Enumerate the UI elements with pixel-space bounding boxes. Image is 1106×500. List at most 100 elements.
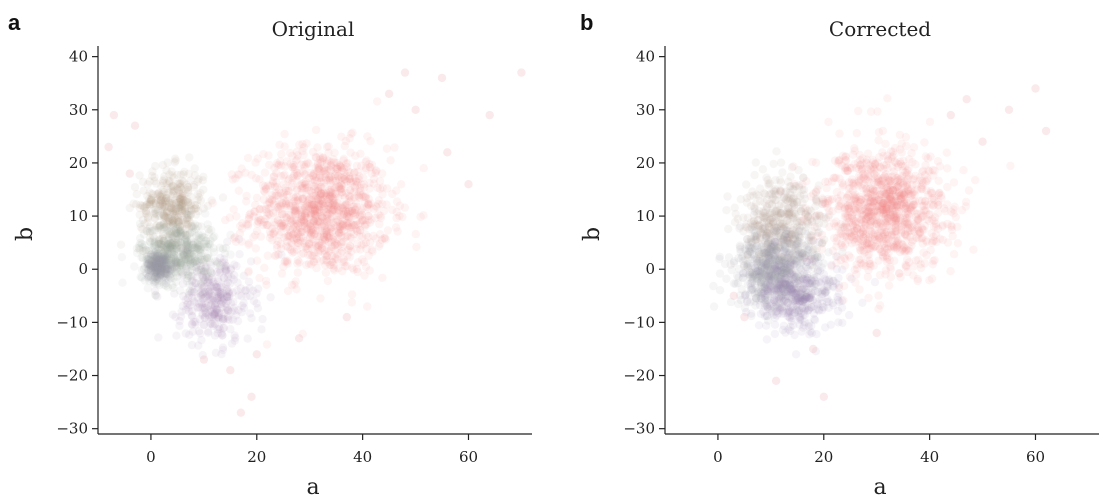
data-point	[381, 235, 390, 244]
data-point	[188, 276, 197, 285]
data-point	[328, 218, 338, 227]
data-point	[416, 212, 425, 221]
data-point	[330, 246, 340, 255]
data-point	[153, 195, 162, 204]
data-point	[180, 238, 190, 247]
data-point	[258, 205, 267, 214]
data-point	[172, 232, 182, 241]
data-point	[158, 210, 167, 219]
data-point	[297, 210, 306, 219]
data-point	[321, 261, 330, 270]
data-point	[168, 244, 178, 254]
data-point	[153, 292, 162, 301]
data-point	[336, 162, 345, 171]
data-point	[261, 205, 271, 214]
data-point	[226, 265, 235, 274]
data-point	[150, 238, 159, 247]
data-point	[190, 254, 199, 263]
data-point	[136, 200, 145, 210]
data-point	[201, 237, 210, 246]
data-point	[284, 231, 293, 241]
data-point	[150, 251, 160, 261]
data-point	[341, 188, 351, 198]
data-point	[337, 176, 347, 185]
data-point	[293, 155, 302, 164]
data-point	[307, 260, 316, 269]
data-point	[200, 243, 209, 252]
data-point	[268, 235, 277, 245]
data-point	[276, 189, 285, 198]
data-point	[334, 264, 343, 273]
data-point	[928, 215, 937, 224]
data-point	[282, 237, 292, 246]
data-point	[223, 237, 232, 246]
data-point	[183, 221, 192, 230]
data-point	[324, 142, 333, 151]
data-point	[302, 184, 312, 193]
data-point	[310, 205, 319, 215]
data-point	[349, 229, 359, 239]
data-point	[328, 205, 338, 214]
data-point	[272, 240, 282, 250]
data-point	[345, 172, 354, 181]
data-point	[392, 207, 401, 217]
data-point	[291, 208, 300, 217]
data-point	[338, 204, 347, 213]
data-point	[357, 210, 367, 220]
data-point	[167, 183, 176, 192]
data-point	[310, 206, 319, 216]
data-point	[166, 243, 175, 252]
data-point	[319, 163, 328, 172]
data-point	[321, 169, 330, 179]
data-point	[190, 257, 200, 266]
data-point	[235, 229, 245, 238]
data-point	[335, 222, 345, 231]
data-point	[161, 278, 171, 288]
data-point	[322, 175, 331, 184]
data-point	[221, 215, 230, 225]
data-point	[419, 164, 428, 173]
data-point	[340, 258, 349, 267]
data-point	[297, 212, 307, 221]
data-point	[136, 223, 146, 232]
data-point	[278, 199, 287, 208]
data-point	[178, 193, 187, 203]
data-point	[327, 208, 336, 217]
data-point	[292, 185, 302, 195]
data-point	[443, 148, 452, 157]
data-point	[318, 222, 327, 231]
data-point	[306, 168, 315, 178]
data-point	[310, 214, 319, 223]
data-point	[316, 189, 326, 198]
data-point	[297, 249, 306, 259]
data-point	[163, 244, 172, 254]
data-point	[352, 264, 362, 274]
data-point	[339, 164, 349, 173]
data-point	[311, 214, 320, 223]
data-point	[864, 239, 874, 248]
data-point	[822, 183, 831, 193]
data-point	[775, 201, 784, 210]
data-point	[293, 256, 302, 265]
data-point	[154, 239, 163, 249]
data-point	[169, 216, 178, 225]
data-point	[334, 227, 343, 237]
data-point	[136, 272, 145, 281]
data-point	[289, 230, 298, 239]
data-point	[313, 194, 323, 204]
data-point	[359, 240, 368, 249]
data-point	[345, 252, 354, 262]
data-point	[261, 184, 271, 193]
data-point	[174, 240, 183, 250]
data-point	[184, 288, 193, 297]
data-point	[312, 153, 321, 162]
data-point	[301, 203, 310, 212]
data-point	[930, 255, 939, 265]
data-point	[184, 169, 193, 178]
data-point	[867, 166, 876, 175]
data-point	[317, 173, 326, 182]
data-point	[277, 209, 287, 219]
data-point	[264, 181, 273, 190]
data-point	[272, 168, 281, 178]
data-point	[377, 235, 387, 244]
